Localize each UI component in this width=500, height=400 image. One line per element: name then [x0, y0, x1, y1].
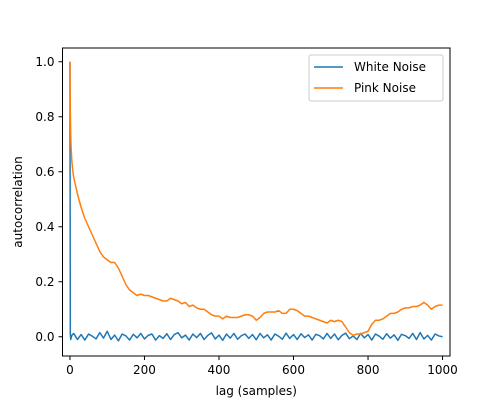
series-line-white-noise — [69, 61, 443, 342]
y-tick-label: 0.4 — [35, 220, 54, 234]
y-tick-label: 1.0 — [35, 55, 54, 69]
y-tick-label: 0.6 — [35, 165, 54, 179]
series-layer — [69, 61, 443, 342]
y-tick-label: 0.0 — [35, 330, 54, 344]
y-tick-label: 0.2 — [35, 275, 54, 289]
plot-frame — [62, 47, 451, 357]
x-tick-label: 600 — [282, 363, 305, 377]
x-tick-label: 1000 — [427, 363, 458, 377]
y-tick-label: 0.8 — [35, 110, 54, 124]
x-tick-label: 800 — [357, 363, 380, 377]
legend: White Noise Pink Noise — [308, 54, 444, 102]
x-tick-label: 400 — [208, 363, 231, 377]
x-axis: 0 200 400 600 800 1000 — [66, 356, 458, 377]
legend-label-white-noise: White Noise — [354, 60, 426, 74]
x-axis-label: lag (samples) — [216, 384, 297, 398]
y-axis-label: autocorrelation — [11, 156, 25, 247]
legend-label-pink-noise: Pink Noise — [354, 81, 416, 95]
series-line-pink-noise — [69, 61, 443, 337]
x-tick-label: 0 — [66, 363, 74, 377]
x-tick-label: 200 — [133, 363, 156, 377]
y-axis: 0.0 0.2 0.4 0.6 0.8 1.0 — [35, 55, 63, 344]
